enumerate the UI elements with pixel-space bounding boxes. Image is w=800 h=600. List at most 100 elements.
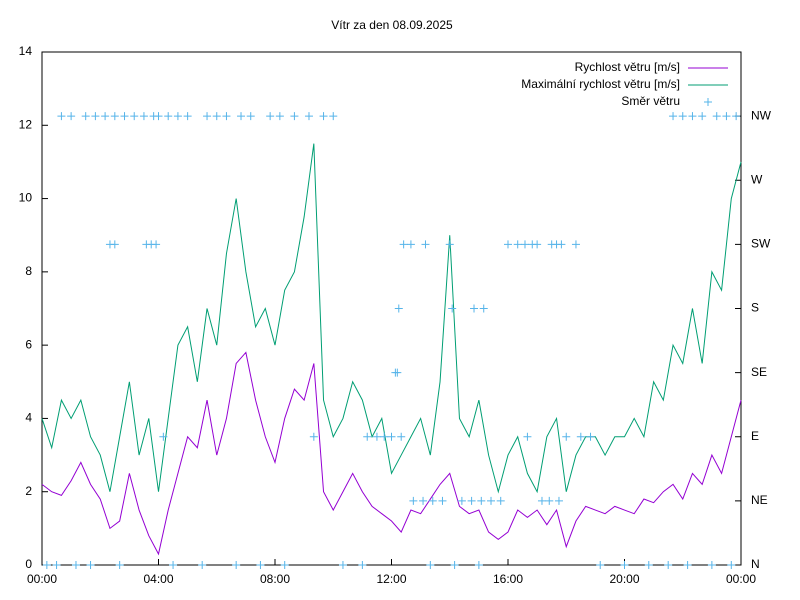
direction-point: [110, 240, 119, 249]
direction-point: [683, 561, 692, 569]
direction-point: [338, 561, 347, 569]
direction-point: [380, 432, 389, 441]
direction-point: [557, 240, 566, 249]
direction-point: [727, 561, 736, 569]
direction-point: [159, 432, 168, 441]
direction-point: [523, 432, 532, 441]
direction-point: [467, 496, 476, 505]
y2-tick-label: NE: [751, 493, 768, 507]
direction-point: [688, 112, 697, 121]
direction-point: [246, 112, 255, 121]
direction-point: [419, 496, 428, 505]
direction-point: [520, 240, 529, 249]
direction-point: [71, 561, 80, 569]
direction-point: [169, 561, 178, 569]
direction-point: [358, 561, 367, 569]
x-tick-label: 12:00: [376, 572, 406, 586]
y-tick-label: 6: [25, 337, 32, 351]
direction-point: [445, 240, 454, 249]
direction-point: [664, 561, 673, 569]
direction-point: [275, 112, 284, 121]
direction-point: [513, 240, 522, 249]
legend-label: Směr větru: [621, 94, 680, 108]
direction-point: [309, 432, 318, 441]
y-tick-label: 10: [19, 191, 33, 205]
direction-point: [698, 112, 707, 121]
direction-point: [448, 304, 457, 313]
direction-point: [477, 496, 486, 505]
direction-point: [479, 304, 488, 313]
direction-point: [586, 432, 595, 441]
direction-point: [394, 304, 403, 313]
direction-point: [554, 496, 563, 505]
direction-point: [678, 112, 687, 121]
direction-point: [372, 432, 381, 441]
direction-point: [86, 561, 95, 569]
direction-point: [130, 112, 139, 121]
direction-point: [232, 561, 241, 569]
direction-point: [409, 496, 418, 505]
direction-point: [183, 112, 192, 121]
x-tick-label: 16:00: [493, 572, 523, 586]
direction-point: [669, 112, 678, 121]
direction-point: [644, 561, 653, 569]
direction-point: [438, 496, 447, 505]
x-tick-label: 04:00: [143, 572, 173, 586]
direction-point: [115, 561, 124, 569]
direction-point: [722, 112, 731, 121]
direction-point: [110, 112, 119, 121]
y2-tick-label: N: [751, 557, 760, 571]
direction-point: [164, 112, 173, 121]
plot-frame: [41, 51, 742, 566]
direction-point: [329, 112, 338, 121]
line-series: [41, 351, 742, 556]
x-tick-label: 00:00: [726, 572, 756, 586]
direction-point: [393, 368, 402, 377]
direction-point: [504, 240, 512, 249]
direction-point: [496, 496, 505, 505]
chart-title: Vítr za den 08.09.2025: [331, 18, 453, 32]
direction-point: [237, 112, 246, 121]
legend-label: Rychlost větru [m/s]: [575, 60, 680, 74]
direction-point: [280, 561, 289, 569]
direction-point: [222, 112, 231, 121]
direction-point: [139, 112, 148, 121]
y2-tick-label: S: [751, 301, 759, 315]
direction-point: [212, 112, 221, 121]
direction-point: [91, 112, 100, 121]
direction-point: [732, 112, 741, 121]
y-tick-label: 0: [25, 557, 32, 571]
direction-point: [537, 496, 546, 505]
x-tick-label: 00:00: [27, 572, 57, 586]
direction-point: [571, 240, 580, 249]
direction-point: [533, 240, 542, 249]
direction-point: [576, 432, 585, 441]
x-tick-label: 08:00: [260, 572, 290, 586]
direction-point: [203, 112, 212, 121]
direction-point: [363, 432, 372, 441]
direction-point: [428, 496, 437, 505]
direction-point: [319, 112, 328, 121]
direction-point: [457, 496, 466, 505]
direction-point: [712, 112, 721, 121]
direction-point: [304, 112, 313, 121]
direction-point: [42, 561, 51, 569]
direction-point: [596, 561, 605, 569]
y2-tick-label: E: [751, 429, 759, 443]
direction-point: [67, 112, 76, 121]
direction-point: [399, 240, 408, 249]
direction-point: [198, 561, 207, 569]
direction-point: [101, 112, 110, 121]
direction-point: [81, 112, 90, 121]
direction-point: [387, 432, 396, 441]
direction-point: [397, 432, 406, 441]
direction-point: [406, 240, 415, 249]
direction-point: [52, 561, 61, 569]
direction-point: [152, 240, 161, 249]
direction-point: [256, 561, 265, 569]
y2-tick-label: W: [751, 172, 763, 186]
y-tick-label: 4: [25, 411, 32, 425]
y2-tick-label: NW: [751, 108, 772, 122]
